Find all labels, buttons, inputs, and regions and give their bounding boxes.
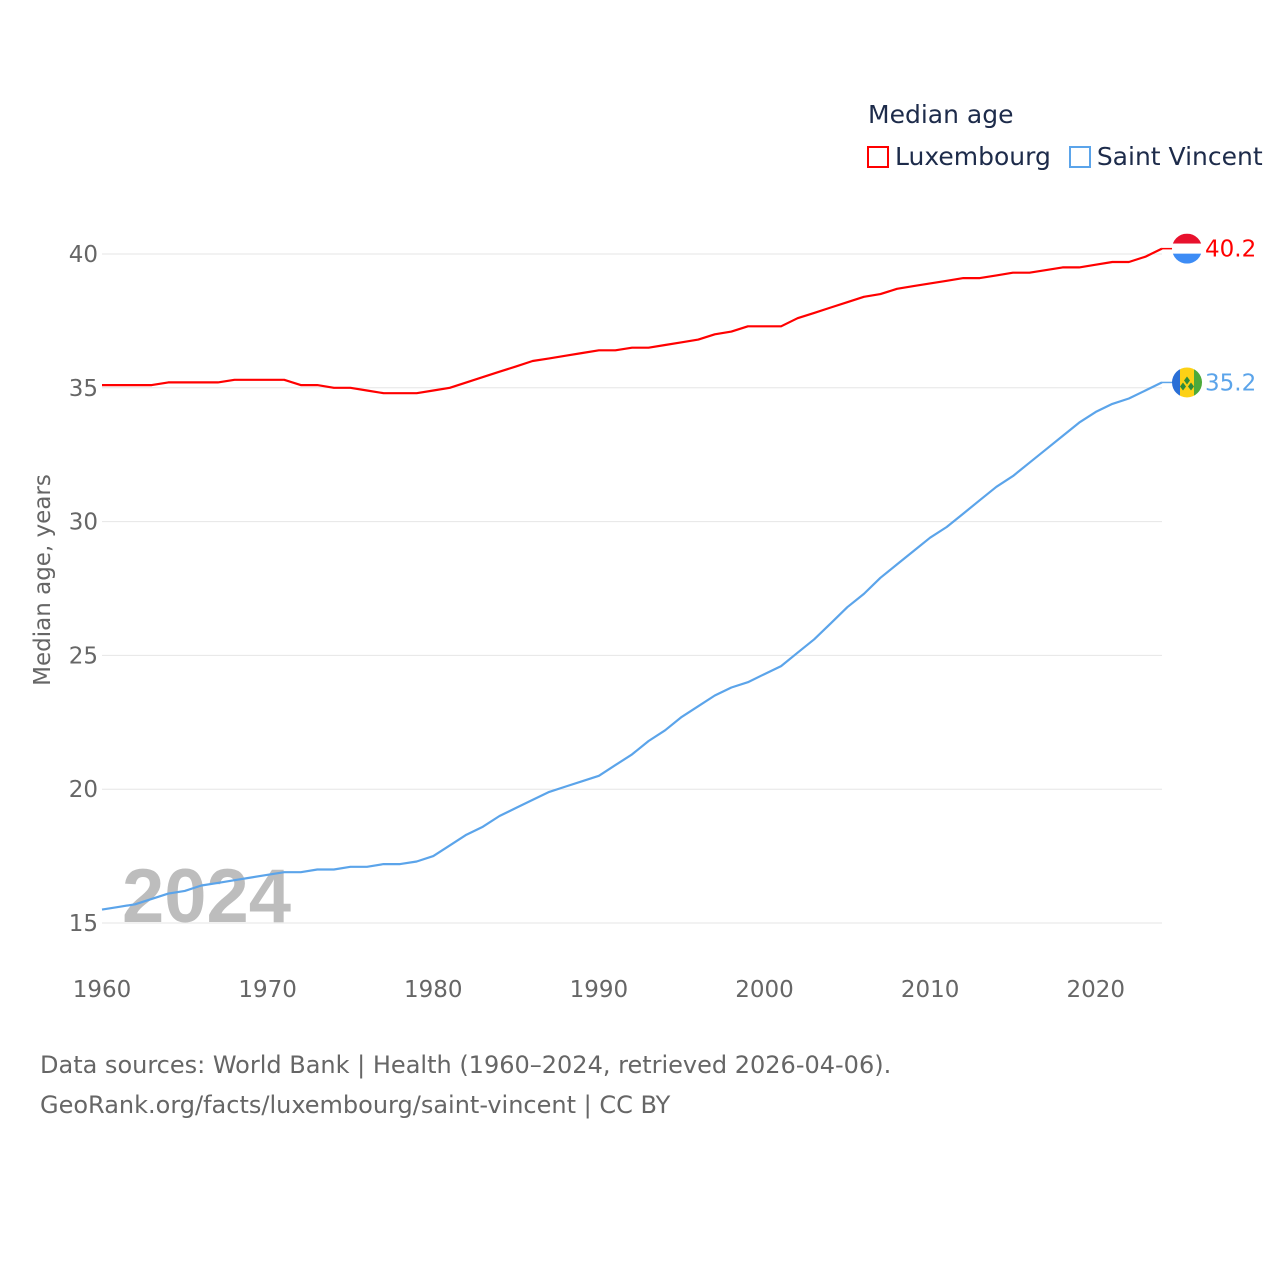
end-value-label: 35.2 — [1205, 370, 1256, 396]
x-tick-label: 2020 — [1066, 977, 1125, 1003]
source-link[interactable]: GeoRank.org/facts/luxembourg/saint-vince… — [40, 1091, 671, 1119]
x-tick-label: 2010 — [901, 977, 960, 1003]
y-tick-label: 40 — [69, 242, 98, 268]
legend-item-luxembourg[interactable]: Luxembourg — [867, 142, 1051, 171]
legend: Luxembourg Saint Vincent — [867, 142, 1263, 171]
legend-label: Saint Vincent — [1096, 142, 1263, 171]
y-tick-label: 35 — [69, 376, 98, 402]
x-tick-label: 1970 — [238, 977, 297, 1003]
series-line-luxembourg — [102, 247, 1163, 395]
luxembourg-flag-icon — [1172, 233, 1202, 264]
legend-item-saint-vincent[interactable]: Saint Vincent — [1068, 142, 1263, 171]
year-watermark: 2024 — [122, 854, 291, 939]
x-tick-label: 1960 — [73, 977, 132, 1003]
y-tick-label: 30 — [69, 510, 98, 536]
series-line-saint-vincent — [101, 381, 1163, 911]
y-tick-label: 15 — [69, 911, 98, 937]
y-tick-label: 20 — [69, 777, 98, 803]
end-value-label: 40.2 — [1205, 237, 1256, 263]
legend-swatch-saint-vincent — [1068, 145, 1091, 168]
y-axis-label: Median age, years — [30, 474, 56, 686]
legend-label: Luxembourg — [895, 142, 1051, 171]
footer: Data sources: World Bank | Health (1960–… — [40, 1045, 891, 1125]
x-tick-label: 1980 — [404, 977, 463, 1003]
data-source: Data sources: World Bank | Health (1960–… — [40, 1051, 892, 1079]
x-tick-label: 1990 — [570, 977, 629, 1003]
y-tick-label: 25 — [69, 643, 98, 669]
legend-title: Median age — [868, 100, 1014, 129]
saint-vincent-flag-icon — [1172, 367, 1202, 398]
legend-swatch-luxembourg — [867, 145, 889, 168]
x-tick-label: 2000 — [735, 977, 794, 1003]
